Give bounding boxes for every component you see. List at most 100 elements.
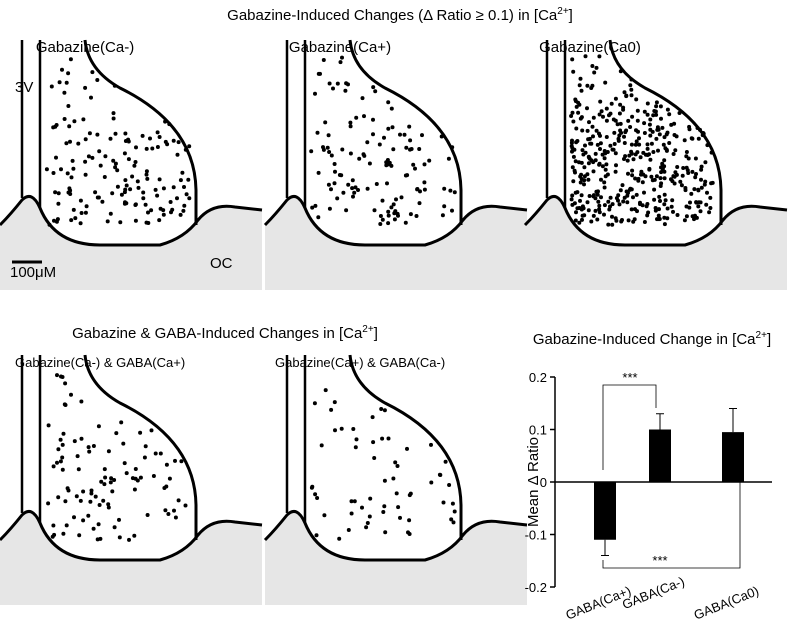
cell-dot [708, 195, 713, 200]
cell-dot [407, 124, 412, 129]
cell-dot [418, 189, 422, 194]
cell-dot [449, 517, 454, 522]
cell-dot [89, 95, 93, 100]
cell-dot [613, 169, 618, 174]
cell-dot [440, 213, 445, 218]
cell-dot [645, 101, 650, 106]
cell-dot [429, 442, 433, 447]
cell-dot [51, 125, 56, 130]
cell-dot [585, 128, 590, 133]
cell-dot [635, 108, 640, 113]
cell-dot [585, 200, 590, 205]
cell-dot [316, 170, 321, 175]
cell-dot [84, 204, 89, 209]
cell-dot [570, 202, 575, 207]
cell-dot [629, 151, 634, 156]
cell-dot [73, 216, 78, 221]
cell-dot [55, 460, 59, 465]
cell-dot [634, 139, 639, 144]
cell-dot [710, 180, 715, 185]
cell-dot [663, 146, 668, 151]
cell-dot [100, 199, 105, 204]
cell-dot [71, 166, 76, 171]
cell-dot [46, 501, 51, 506]
cell-dot [181, 208, 186, 213]
cell-dot [315, 130, 320, 135]
cell-dot [635, 150, 640, 155]
cell-dot [707, 210, 712, 215]
cell-dot [144, 172, 149, 177]
cell-dot [49, 84, 54, 89]
cell-dot [599, 109, 604, 114]
cell-dot [332, 162, 337, 166]
cell-dot [576, 110, 581, 115]
cell-dot [408, 212, 413, 217]
cell-dot [575, 206, 580, 211]
cell-dot [53, 190, 58, 195]
cell-dot [56, 191, 61, 196]
cell-dot [54, 219, 59, 224]
cell-dot [439, 134, 444, 139]
cell-dot [682, 138, 687, 143]
cell-dot [651, 150, 656, 154]
cell-dot [422, 180, 427, 185]
cell-dot [157, 218, 162, 223]
cell-dot [692, 187, 697, 192]
cell-dot [163, 119, 168, 124]
cell-dot [574, 210, 578, 215]
cell-dot [665, 107, 670, 112]
cell-dot [415, 187, 420, 192]
cell-dot [698, 209, 703, 214]
cell-dot [346, 82, 350, 87]
cell-dot [112, 478, 117, 482]
cell-dot [386, 209, 391, 214]
cell-dot [57, 80, 62, 85]
cell-dot [610, 222, 615, 227]
floor-outline [0, 509, 263, 562]
cell-dot [570, 110, 575, 115]
cell-dot [74, 494, 79, 499]
cell-dot [578, 76, 583, 81]
cell-dot [310, 205, 315, 210]
cell-dot [132, 487, 137, 492]
cell-dot [677, 111, 682, 115]
cell-dot [353, 185, 358, 190]
cell-dot [382, 478, 387, 483]
cell-dot [577, 83, 582, 88]
cell-dot [108, 136, 113, 141]
cell-dot [452, 509, 457, 514]
cell-dot [314, 533, 319, 538]
cell-dot [664, 132, 669, 137]
cell-dot [175, 196, 179, 201]
cell-dot [582, 165, 587, 170]
cell-dot [101, 498, 106, 503]
cell-dot [102, 467, 107, 472]
cell-dot [141, 196, 146, 201]
cell-dot [640, 203, 645, 208]
cell-dot [602, 156, 607, 161]
cell-dot [659, 165, 663, 170]
cell-dot [321, 58, 326, 62]
cell-dot [365, 186, 370, 191]
cell-dot [127, 537, 131, 542]
cell-dot [78, 198, 83, 203]
cell-dot [604, 118, 609, 123]
cell-dot [112, 525, 117, 530]
cell-dot [173, 458, 177, 463]
cell-dot [606, 222, 611, 227]
floor-outline [523, 194, 788, 247]
cell-dot [394, 197, 398, 202]
cell-dot [356, 188, 360, 192]
cell-dot [76, 467, 81, 472]
cell-dot [50, 534, 55, 539]
cell-dot [597, 203, 602, 208]
floor-outline [0, 194, 263, 247]
cell-dot [655, 125, 660, 130]
cell-dot [108, 211, 113, 216]
cell-dot [696, 204, 701, 209]
cell-dot [583, 150, 588, 155]
cell-dot [117, 535, 122, 540]
cell-dot [680, 173, 685, 178]
cell-dot [630, 168, 635, 173]
cell-dot [417, 201, 422, 206]
